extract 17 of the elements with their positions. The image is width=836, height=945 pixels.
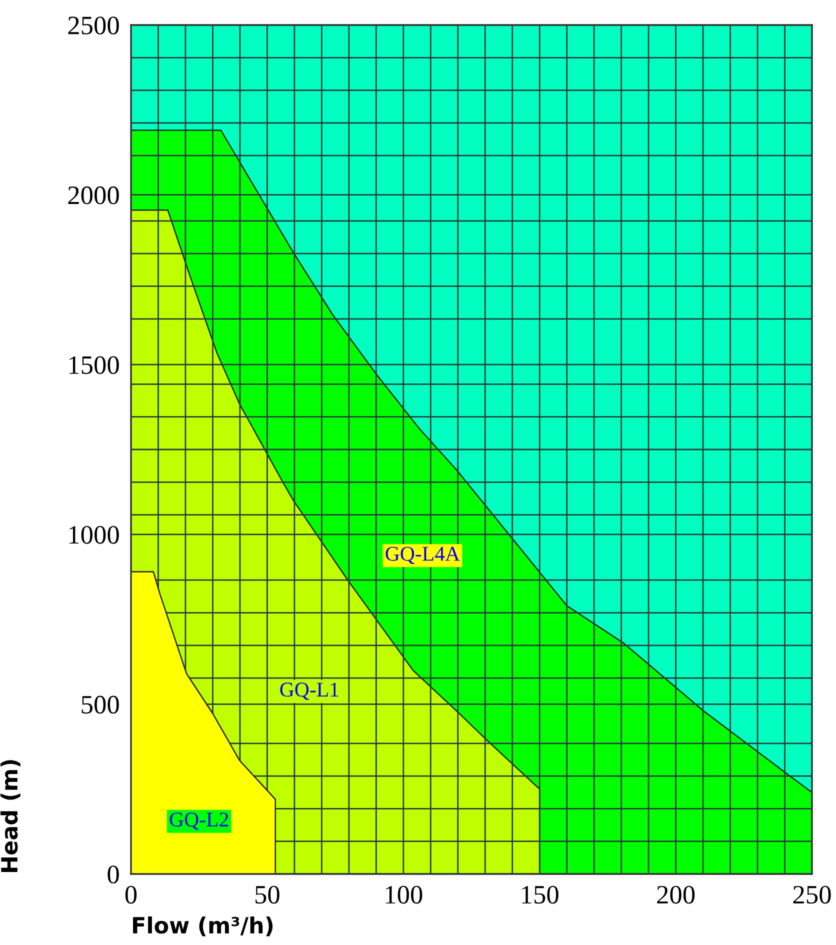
annotation: GQ-L1 bbox=[280, 682, 338, 700]
y-axis-title: Head (m) bbox=[0, 760, 20, 872]
x-tick-label: 150 bbox=[522, 886, 558, 904]
x-tick-label: 250 bbox=[793, 886, 831, 904]
y-tick-label: 0 bbox=[108, 866, 119, 884]
y-tick-label: 500 bbox=[82, 696, 119, 714]
annotation: GQ-L2 bbox=[170, 812, 228, 830]
x-tick-label: 100 bbox=[386, 886, 422, 904]
x-tick-label: 0 bbox=[125, 886, 137, 904]
y-tick-label: 1000 bbox=[69, 526, 119, 544]
y-tick-label: 2000 bbox=[68, 186, 119, 204]
annotation: GQ-L4A bbox=[386, 546, 460, 564]
x-tick-label: 50 bbox=[256, 886, 280, 904]
y-tick-label: 2500 bbox=[68, 16, 119, 34]
x-tick-label: 200 bbox=[657, 886, 695, 904]
y-tick-label: 1500 bbox=[69, 356, 119, 374]
x-axis-title: Flow (m³/h) bbox=[133, 916, 273, 936]
